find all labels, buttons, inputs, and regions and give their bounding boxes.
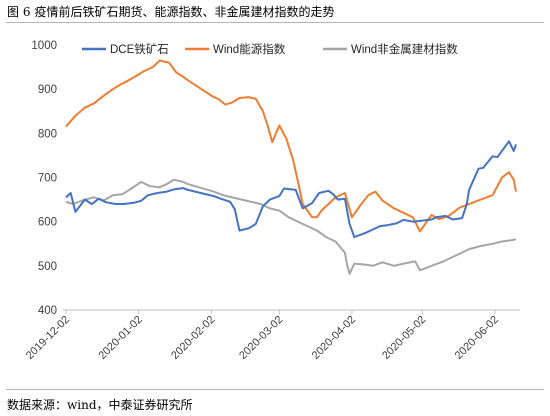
figure-number: 图 6 xyxy=(7,5,31,19)
y-tick-label: 800 xyxy=(38,128,57,140)
x-tick-label: 2020-04-02 xyxy=(310,314,358,362)
y-axis: 400 500 600 700 800 900 1000 xyxy=(31,40,57,317)
legend-label: DCE铁矿石 xyxy=(110,43,169,56)
figure-title-text: 疫情前后铁矿石期货、能源指数、非金属建材指数的走势 xyxy=(34,5,335,19)
y-tick-label: 600 xyxy=(38,217,57,229)
series-group xyxy=(65,59,517,275)
x-tick-label: 2020-02-02 xyxy=(169,314,217,362)
figure-source: 数据来源：wind，中泰证券研究所 xyxy=(7,398,193,412)
title-divider xyxy=(6,22,544,23)
x-axis: 2019-12-02 2020-01-02 2020-02-02 2020-03-02… xyxy=(24,309,520,362)
source-divider xyxy=(6,389,544,390)
x-tick-label: 2020-05-02 xyxy=(380,314,428,362)
series-line-2 xyxy=(65,178,517,275)
legend: DCE铁矿石 Wind能源指数 Wind非金属建材指数 xyxy=(82,42,458,56)
x-tick-label: 2020-06-02 xyxy=(453,314,501,362)
x-tick-label: 2020-03-02 xyxy=(237,314,285,362)
y-tick-label: 1000 xyxy=(31,40,57,52)
y-tick-label: 700 xyxy=(38,173,57,185)
x-tick-label: 2019-12-02 xyxy=(24,314,72,362)
y-tick-label: 900 xyxy=(38,84,57,96)
y-tick-label: 500 xyxy=(38,261,57,273)
legend-label: Wind非金属建材指数 xyxy=(351,42,458,56)
series-line-1 xyxy=(65,59,517,233)
figure-title: 图 6 疫情前后铁矿石期货、能源指数、非金属建材指数的走势 xyxy=(7,3,334,20)
legend-label: Wind能源指数 xyxy=(213,42,286,56)
series-line-0 xyxy=(65,140,517,239)
y-tick-label: 400 xyxy=(38,305,57,317)
x-tick-label: 2020-01-02 xyxy=(96,314,144,362)
